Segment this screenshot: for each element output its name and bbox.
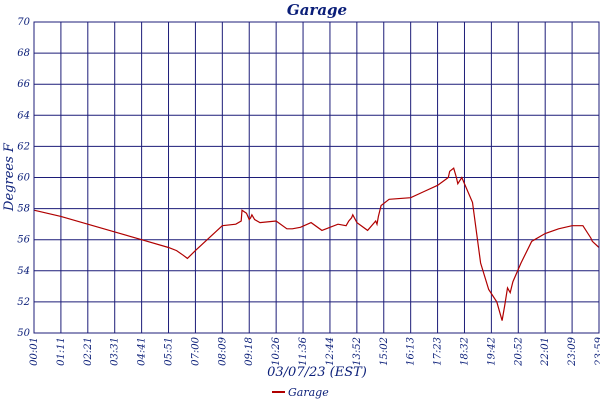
x-tick-label: 07:00 <box>190 336 201 365</box>
y-tick-label: 70 <box>17 17 30 28</box>
x-tick-label: 13:52 <box>352 337 363 366</box>
series-line-garage <box>33 167 600 321</box>
grid <box>33 21 600 334</box>
y-tick-label: 62 <box>17 141 30 152</box>
legend: Garage <box>272 386 329 399</box>
x-tick-label: 02:21 <box>83 337 94 366</box>
x-tick-label: 03:31 <box>110 337 121 366</box>
x-tick-label: 19:42 <box>486 337 497 366</box>
x-tick-label: 16:13 <box>406 337 417 366</box>
x-tick-label: 00:01 <box>29 337 40 366</box>
x-axis-ticks: 00:01 01:11 02:21 03:31 04:41 05:51 07:00 08:09… <box>29 336 600 366</box>
x-tick-label: 22:01 <box>540 337 551 367</box>
x-tick-label: 15:02 <box>379 337 390 366</box>
x-tick-label: 04:41 <box>137 337 148 366</box>
y-axis-ticks: 50 52 54 56 58 60 62 64 66 68 70 <box>17 17 30 339</box>
x-tick-label: 23:09 <box>567 336 578 366</box>
x-tick-label: 18:32 <box>459 337 470 366</box>
x-tick-label: 09:18 <box>244 337 255 366</box>
x-tick-label: 20:52 <box>513 337 524 367</box>
y-tick-label: 52 <box>17 297 30 308</box>
y-tick-label: 68 <box>17 48 30 59</box>
y-tick-label: 60 <box>17 173 30 184</box>
legend-label-garage: Garage <box>288 386 329 399</box>
y-tick-label: 54 <box>17 266 30 277</box>
plot-frame <box>33 21 600 334</box>
chart-title: Garage <box>287 1 347 19</box>
y-tick-label: 64 <box>17 110 30 121</box>
y-tick-label: 56 <box>17 235 30 246</box>
x-tick-label: 12:44 <box>325 337 336 366</box>
x-tick-label: 11:36 <box>298 336 309 365</box>
x-tick-label: 01:11 <box>56 337 67 366</box>
x-tick-label: 05:51 <box>164 337 175 366</box>
x-tick-label: 23:59 <box>594 336 600 366</box>
x-tick-label: 17:23 <box>433 337 444 366</box>
x-axis-label: 03/07/23 (EST) <box>267 365 367 380</box>
y-tick-label: 58 <box>17 204 30 215</box>
x-tick-label: 10:26 <box>271 336 282 365</box>
y-tick-label: 66 <box>17 79 30 90</box>
y-tick-label: 50 <box>17 328 30 339</box>
x-tick-label: 08:09 <box>217 336 228 365</box>
y-axis-label: Degrees F <box>2 142 17 212</box>
